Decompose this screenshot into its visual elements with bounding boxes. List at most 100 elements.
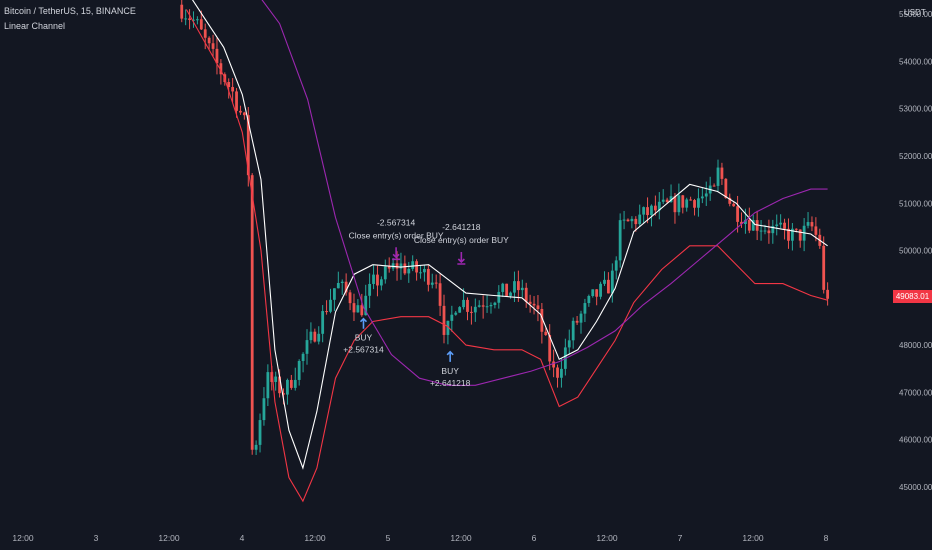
candle <box>822 236 826 294</box>
candle-body <box>642 207 646 215</box>
candle <box>622 210 626 230</box>
candle-body <box>235 91 238 111</box>
candle-body <box>458 307 462 313</box>
candle-body <box>407 268 411 274</box>
candle-body <box>301 353 305 361</box>
candle-body <box>575 320 579 323</box>
indicator-legend[interactable]: Linear Channel <box>4 21 66 31</box>
candle <box>630 216 634 229</box>
symbol-title[interactable]: Bitcoin / TetherUS, 15, BINANCE <box>4 6 136 16</box>
candle <box>399 252 403 280</box>
candle <box>826 282 830 306</box>
candle <box>481 295 485 319</box>
candle <box>293 367 297 391</box>
sell-annotation-label: Close entry(s) order BUY <box>349 230 444 240</box>
price-tick-label: 51000.00 <box>899 199 932 208</box>
candle <box>344 273 348 296</box>
candle <box>771 219 775 244</box>
candle-body <box>790 228 794 241</box>
candle <box>466 297 469 321</box>
candle-body <box>724 178 728 198</box>
time-tick-label: 4 <box>240 533 245 543</box>
sell-annotation-label: Close entry(s) order BUY <box>414 235 509 245</box>
candle-body <box>587 295 591 304</box>
candle <box>192 11 195 28</box>
candle <box>446 320 450 345</box>
time-axis[interactable]: 12:00 3 12:00 4 12:00 5 12:00 6 12:00 7 12:00 8 <box>12 533 828 543</box>
candle-body <box>477 305 481 307</box>
candle <box>700 187 704 204</box>
candle-body <box>297 360 301 380</box>
candle-body <box>415 261 419 273</box>
candle <box>309 322 313 344</box>
candle <box>775 214 779 236</box>
candle <box>356 299 360 313</box>
candle <box>548 324 552 371</box>
candle-body <box>258 420 262 445</box>
channel-lower-line <box>185 9 828 503</box>
candle-body <box>411 261 415 269</box>
candle-body <box>336 282 340 289</box>
candle <box>607 272 610 294</box>
candle-body <box>712 185 716 187</box>
buy-arrow-icon <box>446 350 454 362</box>
candle-body <box>661 199 665 202</box>
candle-body <box>403 263 407 274</box>
candle-body <box>497 291 501 303</box>
candle <box>689 196 693 201</box>
candle <box>188 9 191 30</box>
candle-body <box>376 274 379 286</box>
price-tick-label: 47000.00 <box>899 388 932 397</box>
candle <box>317 326 321 345</box>
time-tick-label: 12:00 <box>742 533 764 543</box>
candle-body <box>356 305 360 313</box>
candle <box>239 105 242 115</box>
candle-body <box>767 230 771 234</box>
candle-body <box>814 226 818 235</box>
candle <box>618 213 622 268</box>
candle <box>610 263 614 303</box>
candle <box>387 257 391 273</box>
candle-body <box>638 214 642 225</box>
candle <box>759 220 763 241</box>
candle-body <box>333 288 336 300</box>
candle <box>313 328 317 343</box>
candle <box>231 78 235 103</box>
candle-body <box>395 263 399 269</box>
candle <box>653 195 657 216</box>
candle-body <box>779 222 783 225</box>
candle-body <box>266 372 270 399</box>
candle-body <box>192 19 195 21</box>
candle <box>767 219 771 244</box>
price-axis[interactable]: 55000.00 54000.00 53000.00 52000.00 51000.00… <box>899 10 932 492</box>
time-tick-label: 12:00 <box>596 533 618 543</box>
candle <box>325 300 328 315</box>
candle-body <box>736 206 739 222</box>
candle <box>207 36 211 50</box>
candle <box>516 270 520 302</box>
candle <box>634 216 638 232</box>
time-tick-label: 7 <box>678 533 683 543</box>
candle-body <box>700 196 704 199</box>
price-tick-label: 45000.00 <box>899 483 932 492</box>
candle-body <box>383 266 387 280</box>
candle-body <box>344 281 348 293</box>
candle <box>211 34 215 57</box>
candle-body <box>822 245 826 290</box>
candle-body <box>744 219 747 224</box>
sell-arrow-icon <box>457 252 466 265</box>
candle-body <box>485 306 489 308</box>
candle-body <box>548 334 552 362</box>
candle-body <box>250 175 254 450</box>
candle <box>587 294 591 307</box>
candle-body <box>689 199 693 201</box>
candle-body <box>489 305 493 307</box>
candle <box>242 111 246 120</box>
candle-body <box>352 303 356 313</box>
candle <box>301 352 305 373</box>
candle-body <box>180 4 184 19</box>
candle <box>376 265 379 297</box>
candle <box>215 37 219 75</box>
buy-arrow-icon <box>359 317 368 329</box>
